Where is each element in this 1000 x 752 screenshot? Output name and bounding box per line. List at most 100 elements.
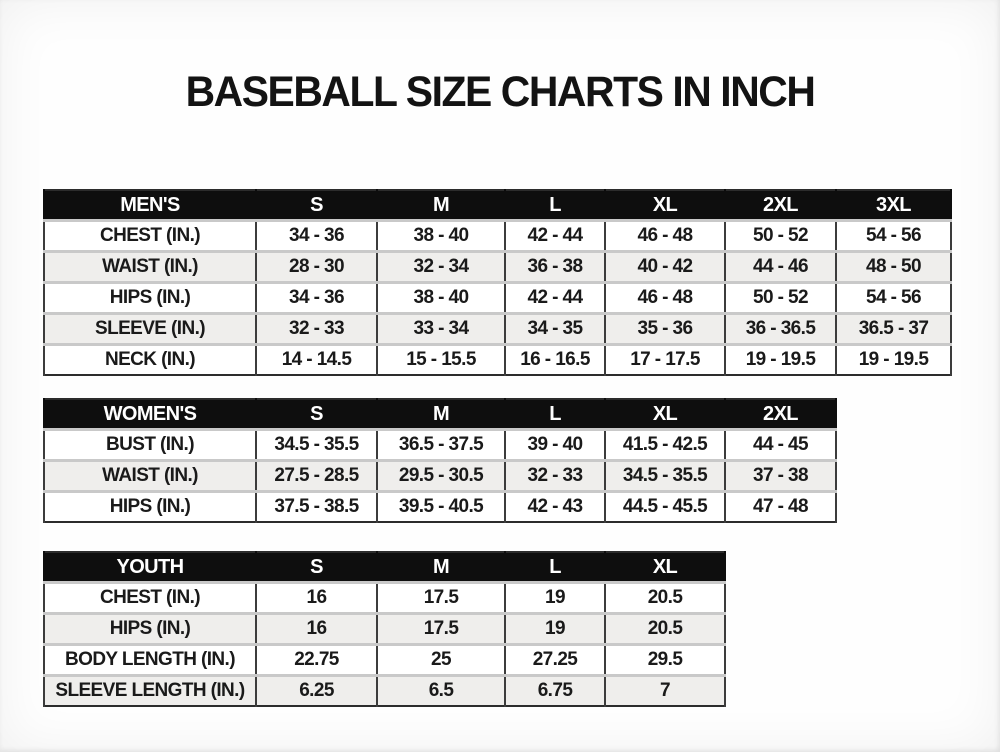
size-value-cell: 50 - 52 <box>724 281 837 314</box>
mens-size-table-container: MEN'S S M L XL 2XL 3XL CHEST (IN.) 34 - 36 38 - 4… <box>43 189 952 376</box>
mens-column-header-s: S <box>255 190 378 221</box>
womens-column-header-m: M <box>376 399 506 430</box>
size-value-cell: 15 - 15.5 <box>376 343 506 375</box>
size-value-cell: 34 - 36 <box>255 219 378 252</box>
size-value-cell: 25 <box>376 643 506 676</box>
size-value-cell: 33 - 34 <box>376 312 506 345</box>
womens-size-table-container: WOMEN'S S M L XL 2XL BUST (IN.) 34.5 - 35.5 36.5… <box>43 398 837 523</box>
size-value-cell: 20.5 <box>604 581 726 614</box>
row-label: CHEST (IN.) <box>43 219 257 252</box>
size-value-cell: 16 <box>255 612 378 645</box>
size-value-cell: 41.5 - 42.5 <box>604 428 726 461</box>
size-value-cell: 27.5 - 28.5 <box>255 459 378 492</box>
womens-column-header-xl: XL <box>604 399 726 430</box>
womens-table-title: WOMEN'S <box>43 399 257 430</box>
mens-column-header-l: L <box>504 190 606 221</box>
size-value-cell: 40 - 42 <box>604 250 726 283</box>
row-label: BODY LENGTH (IN.) <box>43 643 257 676</box>
size-value-cell: 34.5 - 35.5 <box>255 428 378 461</box>
mens-column-header-m: M <box>376 190 506 221</box>
womens-size-table: WOMEN'S S M L XL 2XL BUST (IN.) 34.5 - 35.5 36.5… <box>43 398 837 523</box>
size-value-cell: 19 <box>504 612 606 645</box>
youth-table-title: YOUTH <box>43 552 257 583</box>
mens-column-header-xl: XL <box>604 190 726 221</box>
size-value-cell: 44 - 46 <box>724 250 837 283</box>
size-value-cell: 38 - 40 <box>376 219 506 252</box>
size-value-cell: 34 - 36 <box>255 281 378 314</box>
table-row: BUST (IN.) 34.5 - 35.5 36.5 - 37.5 39 - 40 4… <box>43 428 837 461</box>
row-label: HIPS (IN.) <box>43 490 257 522</box>
table-row: SLEEVE (IN.) 32 - 33 33 - 34 34 - 35 35 - 36… <box>43 312 952 345</box>
mens-table-title: MEN'S <box>43 190 257 221</box>
row-label: SLEEVE (IN.) <box>43 312 257 345</box>
size-value-cell: 14 - 14.5 <box>255 343 378 375</box>
table-row: HIPS (IN.) 16 17.5 19 20.5 <box>43 612 726 645</box>
size-value-cell: 16 - 16.5 <box>504 343 606 375</box>
womens-column-header-s: S <box>255 399 378 430</box>
table-row: HIPS (IN.) 37.5 - 38.5 39.5 - 40.5 42 - 43 4… <box>43 490 837 522</box>
size-value-cell: 6.5 <box>376 674 506 706</box>
size-value-cell: 32 - 33 <box>255 312 378 345</box>
size-value-cell: 32 - 33 <box>504 459 606 492</box>
size-value-cell: 32 - 34 <box>376 250 506 283</box>
size-value-cell: 7 <box>604 674 726 706</box>
size-value-cell: 36.5 - 37.5 <box>376 428 506 461</box>
size-value-cell: 28 - 30 <box>255 250 378 283</box>
size-value-cell: 37 - 38 <box>724 459 837 492</box>
size-value-cell: 19 <box>504 581 606 614</box>
table-row: NECK (IN.) 14 - 14.5 15 - 15.5 16 - 16.5 17 … <box>43 343 952 375</box>
size-value-cell: 54 - 56 <box>835 219 952 252</box>
table-row: HIPS (IN.) 34 - 36 38 - 40 42 - 44 46 - 48 50… <box>43 281 952 314</box>
row-label: CHEST (IN.) <box>43 581 257 614</box>
row-label: HIPS (IN.) <box>43 612 257 645</box>
size-value-cell: 50 - 52 <box>724 219 837 252</box>
size-value-cell: 42 - 44 <box>504 281 606 314</box>
table-row: WAIST (IN.) 27.5 - 28.5 29.5 - 30.5 32 - 33… <box>43 459 837 492</box>
size-value-cell: 17.5 <box>376 612 506 645</box>
table-row: CHEST (IN.) 34 - 36 38 - 40 42 - 44 46 - 48 5… <box>43 219 952 252</box>
womens-header-row: WOMEN'S S M L XL 2XL <box>43 399 837 430</box>
size-value-cell: 39.5 - 40.5 <box>376 490 506 522</box>
size-value-cell: 36.5 - 37 <box>835 312 952 345</box>
size-value-cell: 34.5 - 35.5 <box>604 459 726 492</box>
size-value-cell: 38 - 40 <box>376 281 506 314</box>
table-row: SLEEVE LENGTH (IN.) 6.25 6.5 6.75 7 <box>43 674 726 706</box>
size-value-cell: 27.25 <box>504 643 606 676</box>
size-value-cell: 29.5 <box>604 643 726 676</box>
size-value-cell: 19 - 19.5 <box>724 343 837 375</box>
mens-column-header-3xl: 3XL <box>835 190 952 221</box>
size-value-cell: 22.75 <box>255 643 378 676</box>
row-label: BUST (IN.) <box>43 428 257 461</box>
size-value-cell: 35 - 36 <box>604 312 726 345</box>
size-value-cell: 44 - 45 <box>724 428 837 461</box>
size-value-cell: 42 - 44 <box>504 219 606 252</box>
table-row: BODY LENGTH (IN.) 22.75 25 27.25 29.5 <box>43 643 726 676</box>
row-label: WAIST (IN.) <box>43 459 257 492</box>
youth-column-header-xl: XL <box>604 552 726 583</box>
youth-size-table: YOUTH S M L XL CHEST (IN.) 16 17.5 19 20.5 HIPS (I… <box>43 551 726 707</box>
youth-column-header-m: M <box>376 552 506 583</box>
row-label: NECK (IN.) <box>43 343 257 375</box>
row-label: WAIST (IN.) <box>43 250 257 283</box>
size-value-cell: 48 - 50 <box>835 250 952 283</box>
size-value-cell: 36 - 38 <box>504 250 606 283</box>
youth-column-header-l: L <box>504 552 606 583</box>
size-value-cell: 29.5 - 30.5 <box>376 459 506 492</box>
youth-header-row: YOUTH S M L XL <box>43 552 726 583</box>
womens-column-header-2xl: 2XL <box>724 399 837 430</box>
youth-size-table-container: YOUTH S M L XL CHEST (IN.) 16 17.5 19 20.5 HIPS (I… <box>43 551 726 707</box>
table-row: CHEST (IN.) 16 17.5 19 20.5 <box>43 581 726 614</box>
size-value-cell: 17 - 17.5 <box>604 343 726 375</box>
page-title: BASEBALL SIZE CHARTS IN INCH <box>185 68 816 116</box>
size-value-cell: 46 - 48 <box>604 219 726 252</box>
row-label: SLEEVE LENGTH (IN.) <box>43 674 257 706</box>
size-value-cell: 6.25 <box>255 674 378 706</box>
table-row: WAIST (IN.) 28 - 30 32 - 34 36 - 38 40 - 42 4… <box>43 250 952 283</box>
size-value-cell: 47 - 48 <box>724 490 837 522</box>
size-value-cell: 34 - 35 <box>504 312 606 345</box>
size-value-cell: 20.5 <box>604 612 726 645</box>
womens-column-header-l: L <box>504 399 606 430</box>
size-value-cell: 6.75 <box>504 674 606 706</box>
mens-size-table: MEN'S S M L XL 2XL 3XL CHEST (IN.) 34 - 36 38 - 4… <box>43 189 952 376</box>
